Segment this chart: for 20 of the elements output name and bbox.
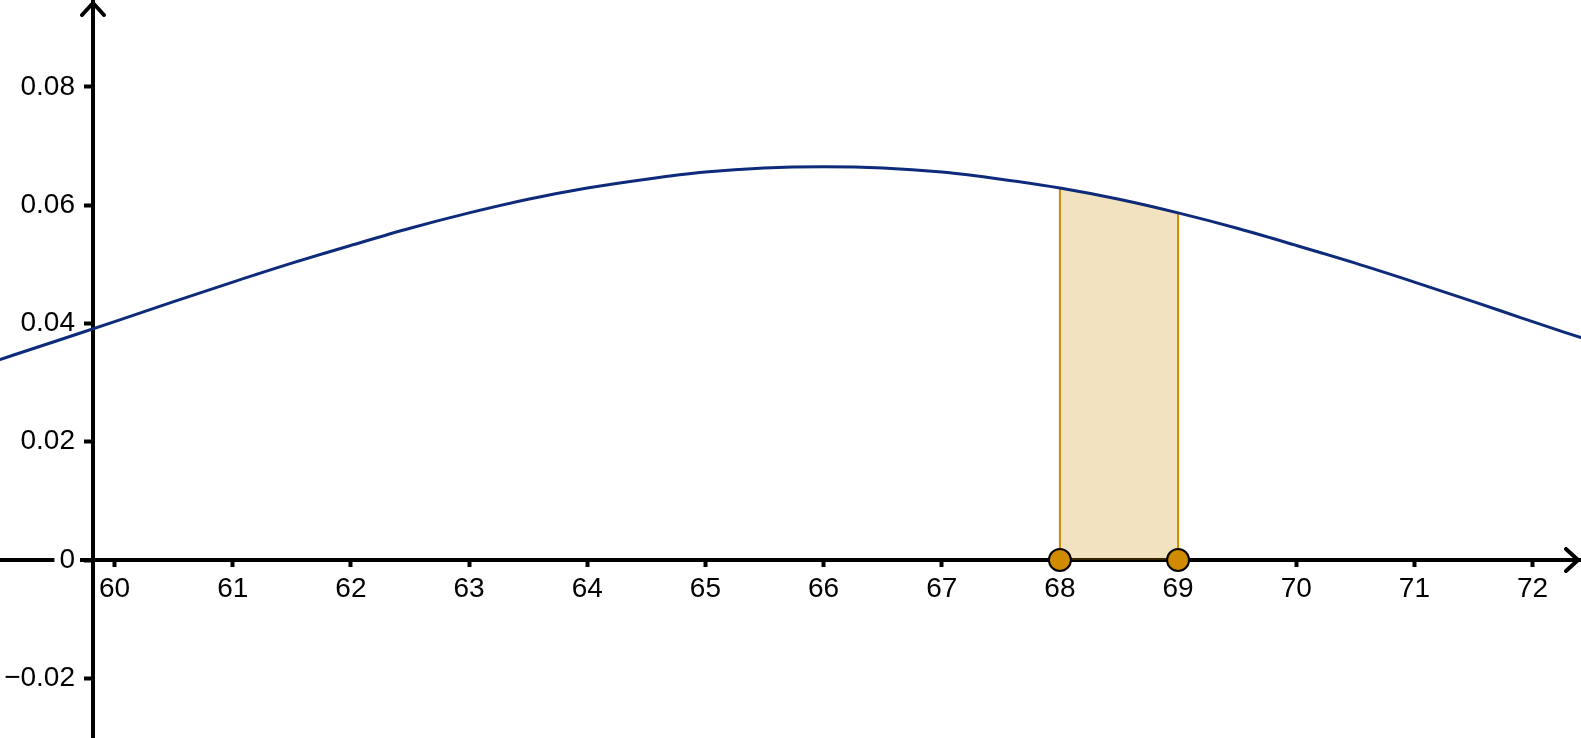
y-tick-label: 0 [59,542,75,574]
x-tick-label: 72 [1516,571,1549,603]
y-tick-label: 0.02 [20,424,75,456]
line-series [0,165,1581,362]
x-tick-label: 66 [808,571,840,603]
x-tick-label: 62 [335,571,367,603]
x-tick-label: 60 [99,571,131,603]
x-tick-label: 67 [926,571,958,603]
x-tick-label: 70 [1280,571,1312,603]
y-tick-label: 0.06 [20,187,75,219]
x-tick-label: 63 [453,571,485,603]
x-tick-label: 64 [571,571,603,603]
x-tick-label: 65 [689,571,721,603]
x-tick-label: 61 [217,571,249,603]
x-tick-label: 68 [1044,571,1076,603]
x-tick-label: 69 [1162,571,1194,603]
y-tick-label: −0.02 [4,660,75,692]
x-tick-label: 71 [1398,571,1430,603]
y-tick-label: 0.04 [20,306,75,338]
y-tick-label: 0.08 [20,69,75,101]
